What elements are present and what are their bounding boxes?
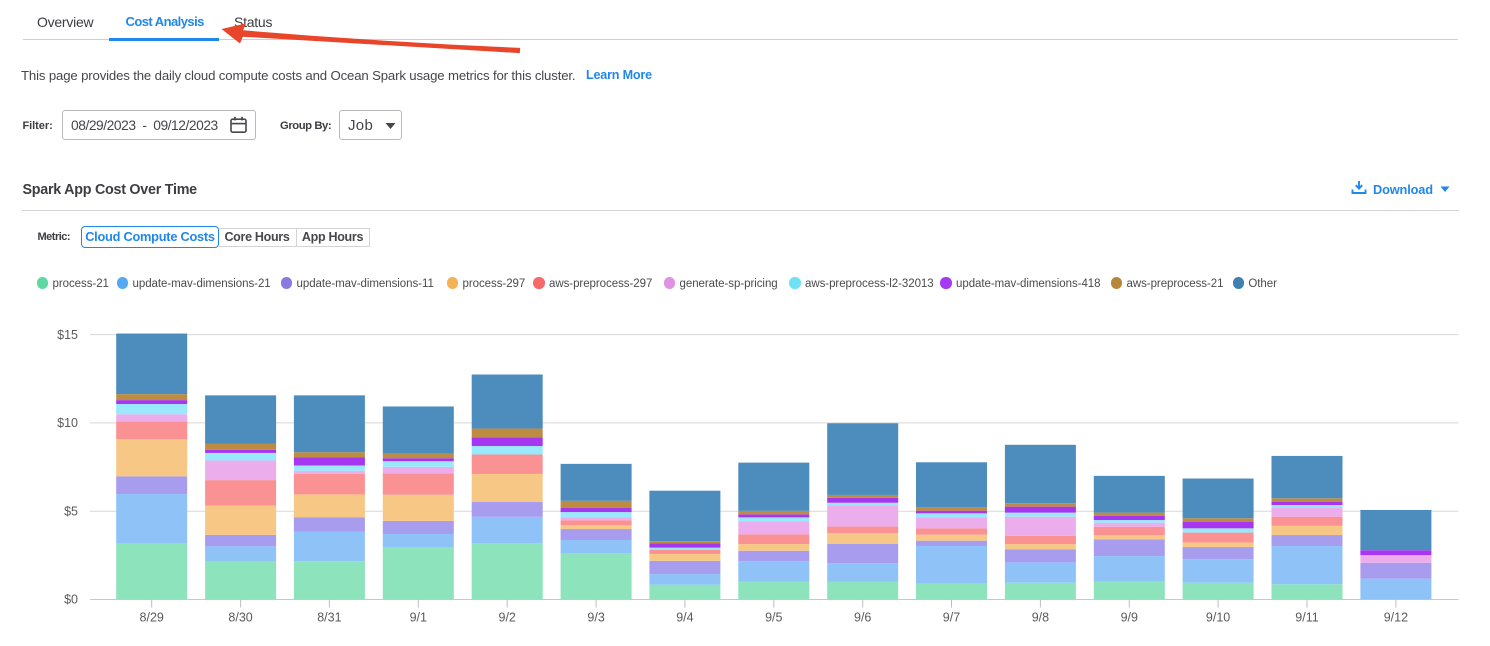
svg-text:$15: $15 [57, 328, 78, 342]
svg-text:9/1: 9/1 [410, 611, 427, 625]
svg-text:8/29: 8/29 [140, 611, 164, 625]
svg-text:9/9: 9/9 [1121, 611, 1138, 625]
svg-text:8/31: 8/31 [317, 611, 341, 625]
svg-text:$10: $10 [57, 416, 78, 430]
svg-text:9/10: 9/10 [1206, 611, 1230, 625]
svg-text:9/7: 9/7 [943, 611, 960, 625]
svg-text:9/3: 9/3 [587, 611, 604, 625]
svg-text:9/12: 9/12 [1384, 611, 1408, 625]
svg-text:9/11: 9/11 [1295, 611, 1318, 625]
svg-text:$0: $0 [64, 593, 78, 607]
svg-text:$5: $5 [64, 504, 78, 518]
svg-text:8/30: 8/30 [228, 611, 252, 625]
svg-text:9/4: 9/4 [676, 611, 693, 625]
svg-text:9/6: 9/6 [854, 611, 871, 625]
svg-text:9/5: 9/5 [765, 611, 782, 625]
svg-text:9/8: 9/8 [1032, 611, 1049, 625]
svg-text:9/2: 9/2 [499, 611, 516, 625]
